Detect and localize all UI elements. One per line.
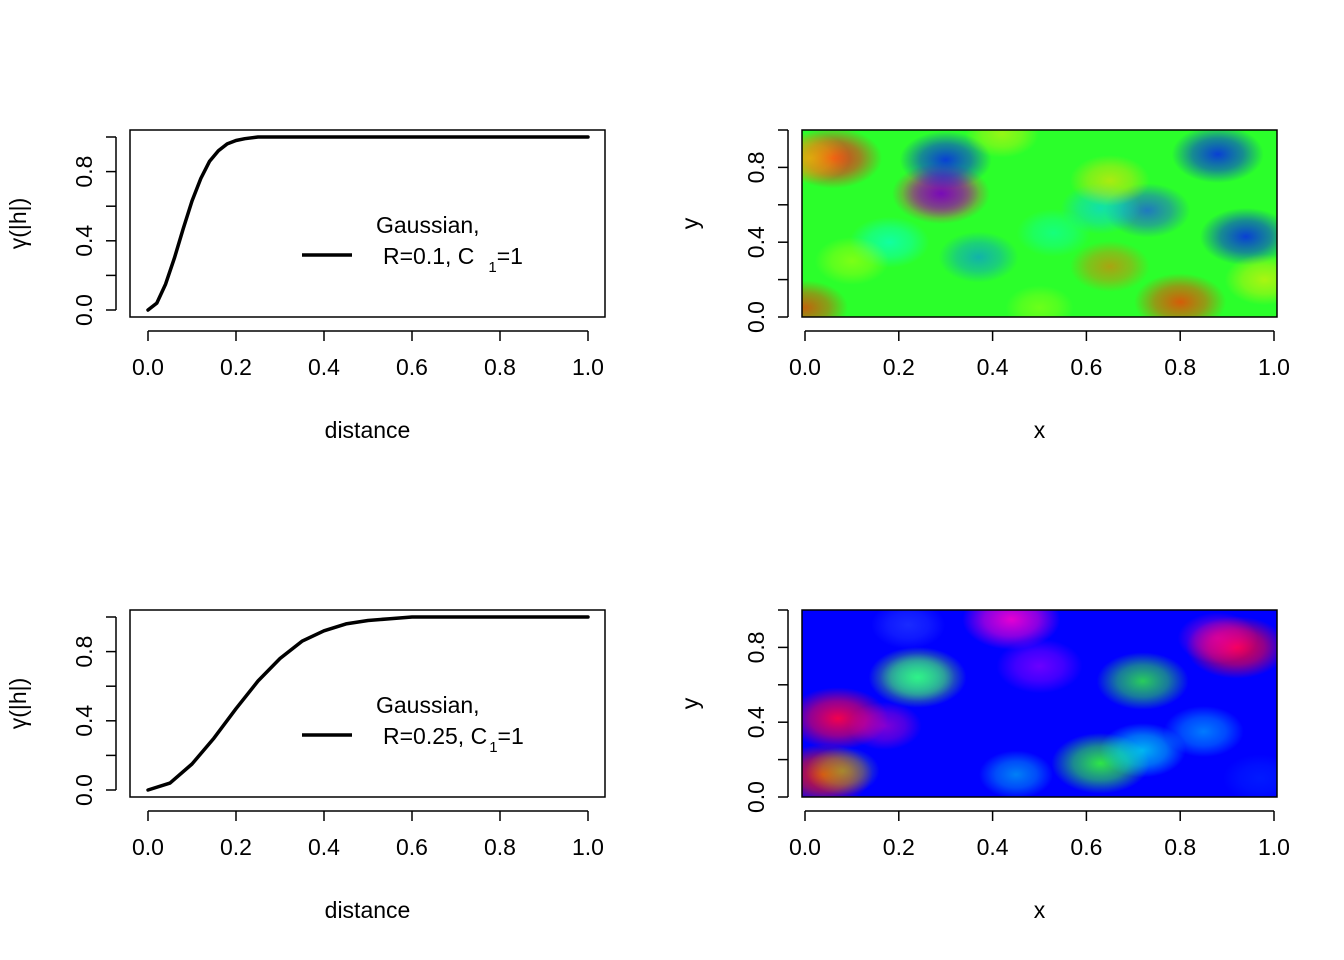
heatmap-blob — [1177, 612, 1258, 664]
y-axis: 0.0 0.4 0.8 — [743, 129, 789, 333]
heatmap-blob — [871, 610, 946, 649]
legend: Gaussian, R=0.1, C 1=1 — [302, 212, 523, 276]
x-tick-label: 0.8 — [1164, 834, 1196, 860]
y-tick-label: 0.8 — [71, 156, 97, 188]
heatmap-blob — [1016, 208, 1091, 257]
variogram-bottom: Gaussian,R=0.25, C 1=10.0 0.2 0.4 0.6 0.8 1.00… — [5, 609, 606, 923]
series-line — [146, 615, 590, 792]
heatmap-blob — [996, 638, 1083, 694]
heatmap-blob — [1096, 652, 1189, 710]
x-tick-label: 0.8 — [1164, 354, 1196, 380]
plot-frame — [129, 129, 606, 318]
heatmap-blob — [979, 750, 1054, 797]
x-tick-label: 0.4 — [977, 834, 1009, 860]
heatmap-blob — [964, 130, 1039, 158]
heatmap-blob — [1199, 207, 1277, 266]
x-tick-label: 0.6 — [396, 354, 428, 380]
legend-label: R=0.25, C 1=1 — [383, 723, 524, 756]
x-axis: 0.0 0.2 0.4 0.6 0.8 1.0 — [132, 330, 604, 380]
plot-frame — [801, 609, 1278, 798]
heatmap-blob — [1005, 285, 1074, 317]
heatmap-blob — [1069, 240, 1150, 293]
x-axis: 0.0 0.2 0.4 0.6 0.8 1.0 — [789, 330, 1290, 380]
x-axis-label: x — [1034, 897, 1046, 923]
series-line — [146, 135, 590, 312]
variogram-top: Gaussian,R=0.1, C 1=10.0 0.2 0.4 0.6 0.8 1.00.… — [5, 129, 606, 443]
heatmap-blob — [1224, 254, 1277, 306]
y-axis-label: y — [677, 697, 703, 709]
y-axis-label: γ(|h|) — [5, 678, 31, 730]
y-axis: 0.0 0.4 0.8 — [743, 609, 789, 813]
heatmap-blob — [938, 231, 1019, 283]
y-tick-label: 0.8 — [743, 151, 769, 183]
x-axis-label: distance — [325, 897, 411, 923]
x-tick-label: 0.6 — [1070, 834, 1102, 860]
x-tick-label: 0.6 — [396, 834, 428, 860]
plot-frame — [801, 129, 1278, 318]
y-tick-label: 0.8 — [71, 636, 97, 668]
heatmap-blob — [802, 132, 850, 184]
heatmap-field — [802, 130, 1277, 317]
y-tick-label: 0.0 — [71, 774, 97, 806]
field-bottom: 0.0 0.2 0.4 0.6 0.8 1.0 0.0 0.4 0.8 x y — [677, 609, 1290, 923]
x-tick-label: 0.4 — [977, 354, 1009, 380]
x-tick-label: 1.0 — [1258, 834, 1290, 860]
x-axis-label: distance — [325, 417, 411, 443]
y-tick-label: 0.4 — [71, 225, 97, 257]
x-tick-label: 0.6 — [1070, 354, 1102, 380]
heatmap-blob — [1099, 723, 1186, 778]
y-tick-label: 0.4 — [71, 705, 97, 737]
heatmap-blob — [814, 236, 889, 285]
heatmap-blob — [1171, 130, 1264, 184]
heatmap-blob — [847, 701, 922, 750]
x-tick-label: 0.8 — [484, 834, 516, 860]
x-tick-label: 0.0 — [132, 834, 164, 860]
heatmap-blob — [880, 653, 955, 702]
y-tick-label: 0.0 — [743, 301, 769, 333]
heatmap-blob — [805, 746, 880, 795]
x-tick-label: 0.2 — [220, 354, 252, 380]
plot-frame — [129, 609, 606, 798]
y-axis-label: y — [677, 217, 703, 229]
y-tick-label: 0.4 — [743, 706, 769, 738]
heatmap-field — [802, 610, 1277, 797]
x-tick-label: 0.2 — [220, 834, 252, 860]
x-tick-label: 0.0 — [132, 354, 164, 380]
x-tick-label: 0.0 — [789, 834, 821, 860]
x-tick-label: 0.0 — [789, 354, 821, 380]
x-tick-label: 1.0 — [572, 354, 604, 380]
heatmap-blob — [1134, 273, 1227, 317]
y-tick-label: 0.4 — [743, 226, 769, 258]
heatmap-blob — [1163, 705, 1244, 758]
x-tick-label: 1.0 — [1258, 354, 1290, 380]
y-tick-label: 0.8 — [743, 631, 769, 663]
x-axis: 0.0 0.2 0.4 0.6 0.8 1.0 — [132, 810, 604, 860]
x-tick-label: 0.4 — [308, 834, 340, 860]
y-tick-label: 0.0 — [71, 294, 97, 326]
heatmap-blob — [802, 280, 848, 317]
y-axis: 0.0 0.4 0.8 — [71, 616, 117, 806]
heatmap-blob — [899, 131, 992, 189]
legend-title: Gaussian, — [376, 692, 480, 718]
y-axis: 0.0 0.4 0.8 — [71, 136, 117, 326]
field-top: 0.0 0.2 0.4 0.6 0.8 1.0 0.0 0.4 0.8 x y — [677, 129, 1290, 443]
y-tick-label: 0.0 — [743, 781, 769, 813]
x-axis-label: x — [1034, 417, 1046, 443]
legend-title: Gaussian, — [376, 212, 480, 238]
x-tick-label: 0.4 — [308, 354, 340, 380]
x-tick-label: 0.2 — [883, 834, 915, 860]
legend: Gaussian, R=0.25, C 1=1 — [302, 692, 524, 756]
heatmap-blob — [1069, 154, 1150, 207]
y-axis-label: γ(|h|) — [5, 198, 31, 250]
heatmap-blob — [1222, 754, 1277, 797]
x-axis: 0.0 0.2 0.4 0.6 0.8 1.0 — [789, 810, 1290, 860]
x-tick-label: 1.0 — [572, 834, 604, 860]
x-tick-label: 0.2 — [883, 354, 915, 380]
legend-label: R=0.1, C 1=1 — [383, 243, 523, 276]
x-tick-label: 0.8 — [484, 354, 516, 380]
